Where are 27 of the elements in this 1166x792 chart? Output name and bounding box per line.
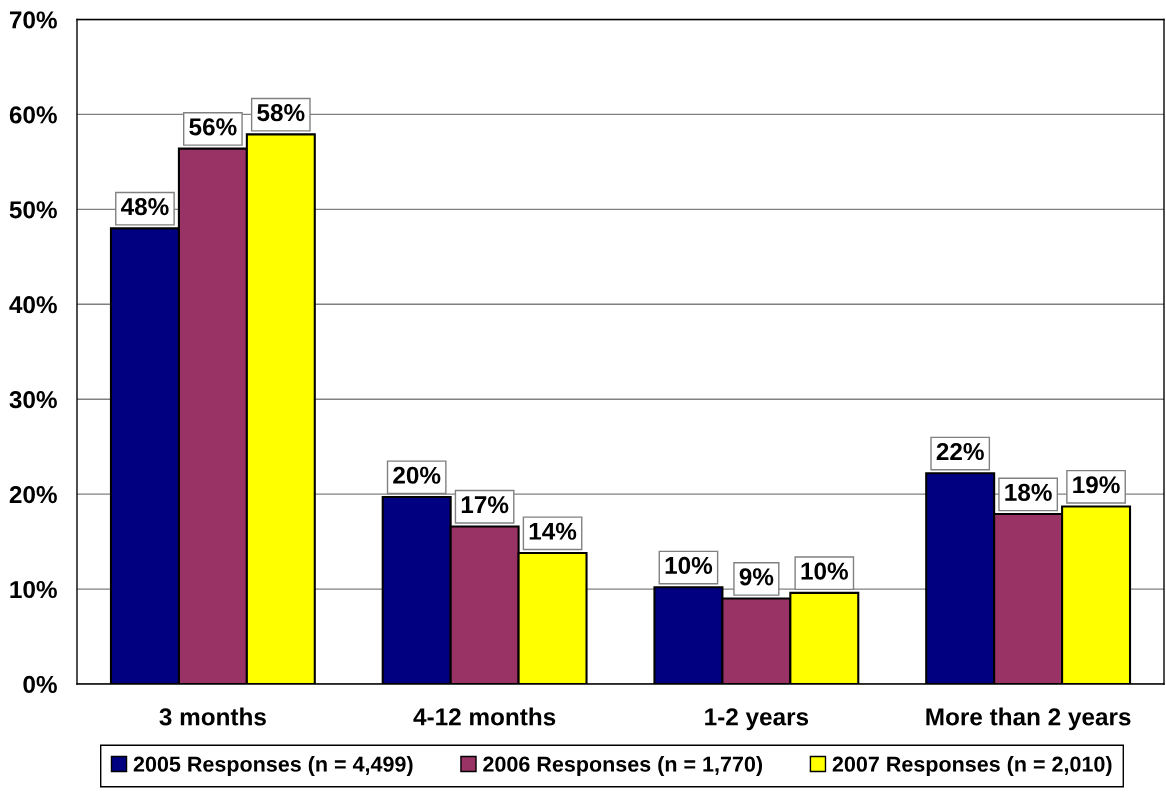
y-tick-label: 0% <box>23 675 57 694</box>
x-tick-label: 4-12 months <box>413 707 556 726</box>
y-tick-label: 20% <box>9 485 57 504</box>
data-label: 56% <box>189 118 237 136</box>
data-label: 48% <box>120 197 169 216</box>
data-label: 10% <box>665 556 713 575</box>
data-label: 9% <box>739 568 774 586</box>
y-tick-label: 30% <box>9 391 57 409</box>
data-label: 20% <box>393 466 441 484</box>
legend-label: 2007 Responses (n = 2,010) <box>832 755 1112 777</box>
y-tick-label: 40% <box>9 296 57 314</box>
x-tick-label: More than 2 years <box>926 707 1131 731</box>
legend-label: 2006 Responses (n = 1,770) <box>483 755 763 777</box>
x-tick-label: 3 months <box>159 707 266 726</box>
data-label: 14% <box>529 522 577 540</box>
data-label: 10% <box>801 562 848 580</box>
legend-label: 2005 Responses (n = 4,499) <box>133 755 413 777</box>
data-label: 19% <box>1073 476 1120 494</box>
y-tick-label: 50% <box>9 201 57 219</box>
data-label: 18% <box>1005 483 1052 501</box>
data-label: 58% <box>257 104 305 122</box>
data-label: 22% <box>936 442 984 461</box>
y-tick-label: 70% <box>9 11 57 29</box>
data-label: 17% <box>461 496 509 514</box>
x-tick-label: 1-2 years <box>705 708 809 731</box>
y-tick-label: 60% <box>9 106 57 124</box>
y-tick-label: 10% <box>10 580 57 599</box>
